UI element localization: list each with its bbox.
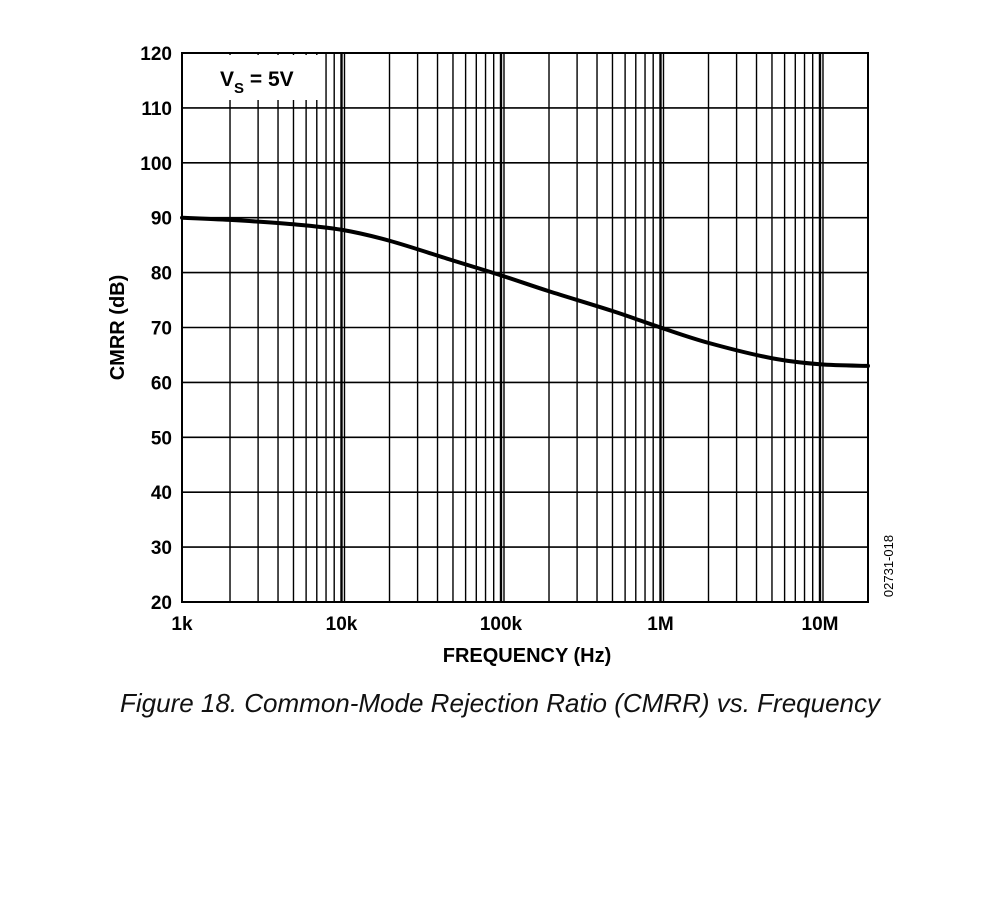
plot-frame xyxy=(181,52,869,603)
x-tick-label: 10k xyxy=(326,614,358,635)
y-tick-label: 100 xyxy=(140,154,172,175)
y-tick-label: 80 xyxy=(151,264,172,285)
y-tick-label: 30 xyxy=(151,538,172,559)
y-tick-label: 120 xyxy=(140,44,172,65)
x-axis-title: FREQUENCY (Hz) xyxy=(443,645,612,667)
series-line-0 xyxy=(180,215,870,368)
annotation-value: = 5V xyxy=(244,68,294,91)
y-tick-label: 60 xyxy=(151,373,172,394)
y-tick-label: 70 xyxy=(151,319,172,340)
annotation-box xyxy=(184,55,324,100)
y-tick-label: 90 xyxy=(151,209,172,230)
figure-caption: Figure 18. Common-Mode Rejection Ratio (… xyxy=(119,688,881,718)
annotation-subscript: S xyxy=(234,80,244,97)
y-tick-label: 40 xyxy=(151,483,172,504)
y-tick-label: 20 xyxy=(151,593,172,614)
figure-code: 02731-018 xyxy=(881,535,896,597)
y-tick-label: 110 xyxy=(141,99,172,120)
x-tick-label: 10M xyxy=(802,614,839,635)
y-tick-labels: 20 30 40 50 60 70 80 90 100 110 120 xyxy=(140,44,172,614)
annotation-main: V xyxy=(220,68,234,91)
x-tick-label: 100k xyxy=(480,614,523,635)
series-group xyxy=(180,215,870,368)
x-tick-label: 1M xyxy=(647,614,673,635)
x-tick-label: 1k xyxy=(171,614,193,635)
x-tick-labels: 1k 10k 100k 1M 10M xyxy=(171,614,838,635)
y-axis-title: CMRR (dB) xyxy=(107,275,129,381)
y-tick-label: 50 xyxy=(151,428,172,449)
vs-annotation: VS = 5V xyxy=(220,68,294,97)
plot-grid xyxy=(182,53,868,602)
